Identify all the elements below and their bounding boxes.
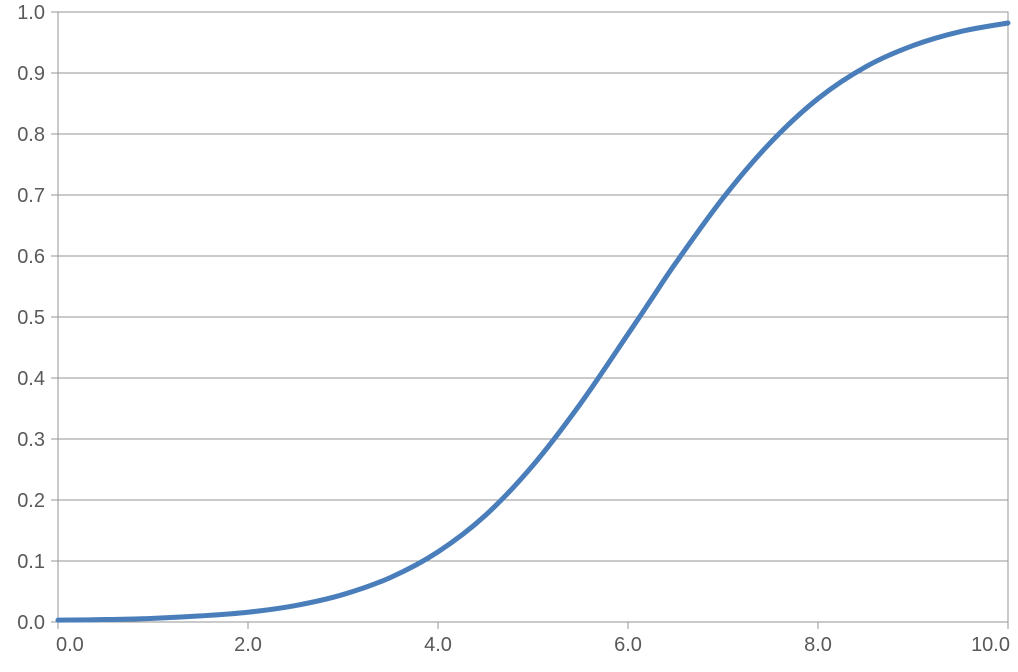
y-tick-label: 0.2 bbox=[17, 490, 45, 512]
y-tick-label: 0.7 bbox=[17, 185, 45, 207]
x-tick-label: 4.0 bbox=[424, 634, 452, 656]
x-tick-label: 10.0 bbox=[971, 634, 1010, 656]
y-tick-label: 0.1 bbox=[17, 551, 45, 573]
x-tick-label: 8.0 bbox=[804, 634, 832, 656]
y-tick-label: 0.3 bbox=[17, 429, 45, 451]
chart-background bbox=[0, 0, 1018, 672]
y-tick-label: 1.0 bbox=[17, 2, 45, 24]
y-tick-label: 0.4 bbox=[17, 368, 45, 390]
x-tick-label: 0.0 bbox=[56, 634, 84, 656]
y-tick-label: 0.6 bbox=[17, 246, 45, 268]
x-tick-label: 6.0 bbox=[614, 634, 642, 656]
chart-container: 0.0 2.0 4.0 6.0 8.0 10.0 0.0 0.1 0.2 0.3 0.4 0.5 0.6… bbox=[0, 0, 1018, 672]
line-chart: 0.0 2.0 4.0 6.0 8.0 10.0 0.0 0.1 0.2 0.3 0.4 0.5 0.6… bbox=[0, 0, 1018, 672]
y-tick-label: 0.5 bbox=[17, 307, 45, 329]
y-tick-label: 0.0 bbox=[17, 612, 45, 634]
y-tick-label: 0.8 bbox=[17, 124, 45, 146]
x-tick-label: 2.0 bbox=[234, 634, 262, 656]
y-tick-label: 0.9 bbox=[17, 63, 45, 85]
